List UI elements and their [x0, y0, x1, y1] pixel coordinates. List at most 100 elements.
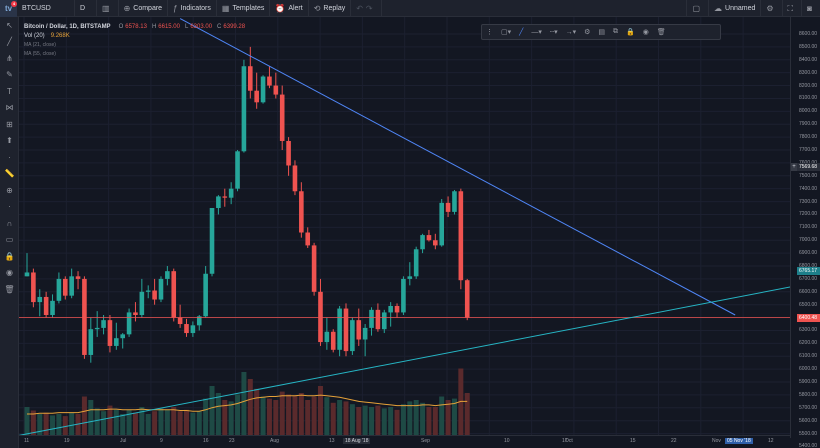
volume-bar [190, 412, 196, 435]
volume-bar [369, 407, 375, 435]
volume-bar [30, 410, 36, 435]
volume-bar [120, 414, 126, 435]
candle-body [433, 240, 438, 246]
volume-bar [426, 407, 432, 435]
candle-body [37, 296, 43, 303]
trend-line-icon[interactable]: ╱ [7, 37, 12, 47]
templates-button[interactable]: ▦ Templates [217, 0, 271, 17]
volume-bar [171, 407, 177, 435]
separator: · [8, 152, 11, 162]
candle-body [133, 312, 138, 316]
alert-price-badge: 7569.68 [797, 162, 820, 171]
candle-body [267, 76, 272, 86]
volume-label[interactable]: Vol (20) [24, 32, 45, 39]
open-value: 6578.13 [125, 23, 147, 30]
settings-button[interactable]: ⚙ [760, 0, 781, 17]
volume-bar [464, 393, 470, 435]
trash-icon[interactable]: 🗑 [4, 284, 15, 294]
volume-bar [139, 407, 145, 435]
fullscreen-button[interactable]: ⛶ [781, 0, 802, 17]
price-tick-label: 6500.00 [799, 301, 818, 308]
high-label: H [151, 23, 157, 30]
line-color-icon[interactable]: ╱ [519, 29, 524, 36]
candle-body [222, 196, 228, 198]
ma1-label[interactable]: MA (21, close) [24, 41, 56, 48]
drawing-toolbar: ↖ ╱ ⋔ ✎ T ⋈ ⊞ ⬆ · 📏 ⊕ · ∩ ▭ 🔒 ◉ 🗑 [0, 17, 19, 448]
price-tick-label: 8400.00 [799, 56, 818, 63]
prediction-icon[interactable]: ⊞ [6, 119, 13, 129]
line-width-icon[interactable]: —▾ [531, 29, 542, 36]
volume-bar [451, 398, 457, 435]
candle-body [203, 273, 208, 317]
undo-button[interactable]: ↶ ↷ [351, 0, 382, 17]
magnet-icon[interactable]: ∩ [6, 218, 13, 228]
lock-icon[interactable]: 🔒 [626, 29, 635, 36]
candle-body [452, 191, 457, 212]
ma2-label[interactable]: MA (55, close) [24, 50, 56, 57]
candle-body [184, 324, 189, 334]
layout-name[interactable]: ☁ Unnamed [708, 0, 760, 17]
pitchfork-icon[interactable]: ⋔ [6, 53, 13, 63]
candle-body [439, 202, 444, 246]
volume-bar [362, 405, 368, 435]
chart-type-button[interactable]: ▥ [97, 0, 119, 17]
volume-bar [247, 379, 253, 435]
volume-bar [81, 396, 87, 435]
alert-button[interactable]: ⏰ Alert [270, 0, 309, 17]
price-chart[interactable] [19, 17, 790, 435]
pattern-icon[interactable]: ⋈ [5, 103, 14, 113]
candle-body [62, 278, 68, 296]
price-tick-label: 8200.00 [799, 82, 818, 89]
arrow-up-icon[interactable]: ⬆ [6, 136, 13, 146]
line-style-icon[interactable]: ┄▾ [549, 29, 558, 36]
logo-icon[interactable]: tv 4 [0, 0, 17, 17]
indicators-button[interactable]: ƒ Indicators [168, 0, 217, 17]
candle-body [228, 188, 234, 198]
alert-label: Alert [288, 4, 303, 12]
volume-bar [101, 411, 107, 435]
replay-button[interactable]: ⟲ Replay [309, 0, 352, 17]
time-axis[interactable]: 11 19 Jul 9 16 23 Aug 13 18 Aug '18 Sep 10 17 Oct 15 2… [19, 435, 790, 448]
candle-body [158, 278, 164, 300]
lock-drawing-icon[interactable]: ▭ [5, 235, 14, 245]
snapshot-button[interactable]: ◙ [801, 0, 820, 17]
trash-icon[interactable]: 🗑 [656, 29, 666, 36]
price-axis[interactable]: 8600.00 8500.00 8400.00 8300.00 8200.00 8100.… [790, 17, 820, 448]
volume-bar [254, 388, 260, 435]
eye-icon[interactable]: ◉ [6, 268, 13, 278]
candle-body [279, 94, 285, 141]
interval-button[interactable]: D [75, 0, 97, 17]
zoom-icon[interactable]: ⊕ [6, 185, 13, 195]
candle-body [24, 272, 30, 277]
trendline-ascending [19, 286, 790, 435]
candles-icon: ▥ [102, 3, 110, 13]
compare-button[interactable]: ⊕ Compare [119, 0, 169, 17]
lock-icon[interactable]: 🔒 [4, 251, 15, 261]
candle-body [413, 249, 419, 277]
symbol-search[interactable]: BTCUSD [17, 0, 75, 17]
candle-body [337, 308, 342, 350]
low-value: 6303.00 [190, 23, 213, 30]
volume-bar [203, 398, 209, 435]
line-end-icon[interactable]: →▾ [565, 29, 577, 36]
volume-bar [152, 411, 158, 435]
candle-body [107, 320, 113, 346]
text-icon[interactable]: T [7, 86, 12, 96]
interval-label: D [80, 4, 86, 12]
ruler-icon[interactable]: 📏 [4, 169, 15, 179]
price-tick-label: 6300.00 [799, 327, 818, 334]
candle-body [305, 232, 311, 246]
candle-body [31, 272, 36, 303]
clone-icon[interactable]: ⧉ [613, 28, 619, 35]
add-alert-icon[interactable]: + [791, 162, 797, 171]
drag-handle-icon[interactable]: ⋮ [486, 29, 493, 36]
brush-icon[interactable]: ✎ [6, 70, 13, 80]
cursor-icon[interactable]: ↖ [6, 20, 13, 30]
fill-color-icon[interactable]: ▢▾ [501, 29, 512, 36]
settings-gear-icon[interactable]: ⚙ [584, 29, 591, 36]
eye-icon[interactable]: ◉ [642, 29, 649, 36]
camera-icon: ◙ [807, 4, 812, 13]
layout-button[interactable]: ▢ [686, 0, 708, 17]
visibility-icon[interactable]: ▤ [598, 29, 606, 36]
compare-label: Compare [133, 4, 163, 12]
